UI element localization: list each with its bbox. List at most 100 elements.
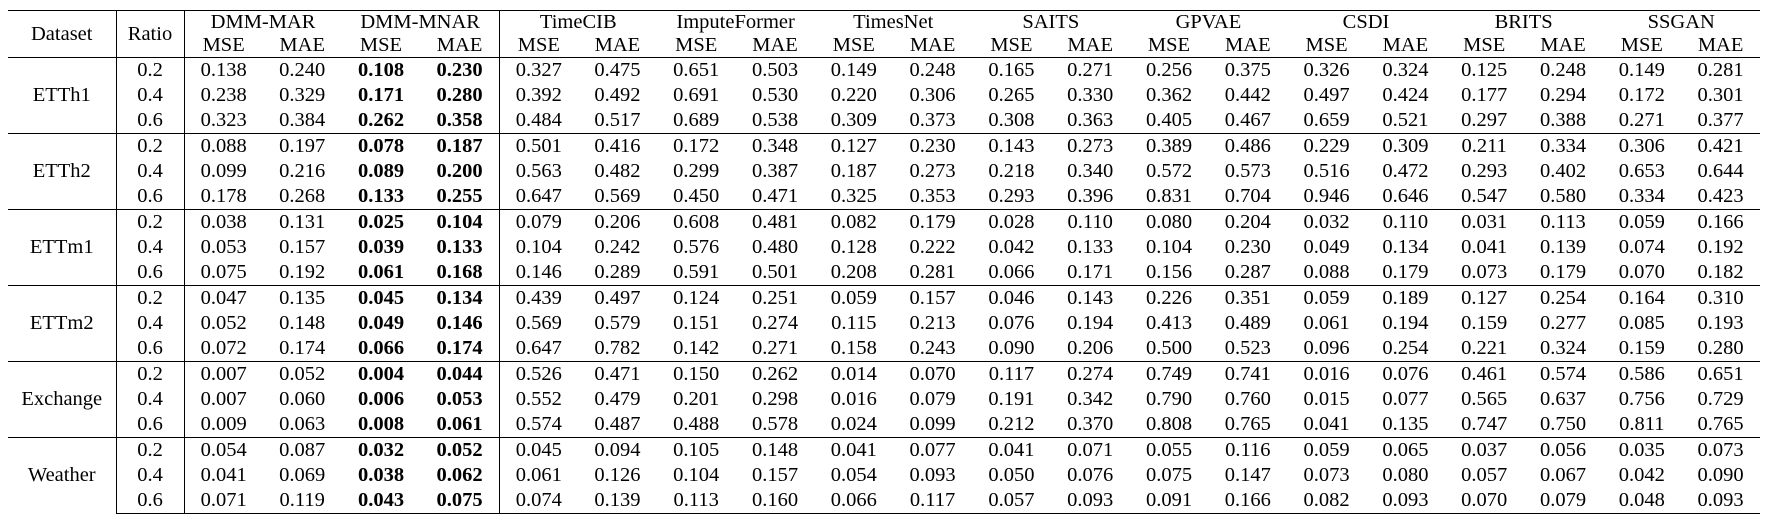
value-cell: 0.238 — [200, 84, 247, 106]
value-cell: 0.324 — [1366, 57, 1445, 83]
value-cell: 0.297 — [1444, 108, 1524, 134]
value-cell: 0.271 — [1602, 108, 1682, 134]
value-cell: 0.467 — [1208, 108, 1288, 134]
value-cell: 0.148 — [735, 437, 815, 463]
value-cell: 0.471 — [735, 184, 815, 210]
value-cell: 0.704 — [1208, 184, 1288, 210]
value-cell: 0.298 — [751, 388, 799, 410]
value-cell: 0.306 — [1602, 133, 1682, 159]
value-cell: 0.031 — [1444, 209, 1524, 235]
metric-header-mae: MAE — [893, 33, 973, 58]
value-cell: 0.099 — [893, 412, 973, 438]
value-cell: 0.056 — [1523, 437, 1603, 463]
value-cell: 0.041 — [1461, 236, 1508, 258]
value-cell: 0.063 — [262, 412, 342, 438]
value-cell: 0.007 — [200, 388, 247, 410]
value-cell: 0.274 — [1050, 361, 1130, 387]
value-cell: 0.750 — [1523, 412, 1603, 438]
value-cell: 0.150 — [656, 361, 736, 387]
value-cell: 0.389 — [1129, 133, 1209, 159]
metric-header-mae: MAE — [1681, 33, 1761, 58]
value-cell: 0.526 — [499, 361, 579, 387]
metric-header-mae: MAE — [1523, 33, 1603, 58]
value-cell: 0.765 — [1681, 412, 1761, 438]
value-cell: 0.500 — [1129, 336, 1209, 362]
value-cell: 0.082 — [814, 209, 894, 235]
dataset-block-ettm2: ETTm2 0.2 0.047 0.135 0.045 0.134 0.439 0.497 0.… — [8, 285, 1761, 362]
value-cell: 0.229 — [1287, 133, 1367, 159]
value-cell: 0.306 — [909, 84, 956, 106]
value-cell: 0.047 — [184, 285, 263, 311]
value-cell: 0.069 — [279, 464, 326, 486]
value-cell: 0.148 — [279, 312, 326, 334]
value-cell: 0.016 — [830, 388, 877, 410]
method-header-timecib: TimeCIB — [499, 10, 657, 33]
value-cell: 0.552 — [515, 388, 562, 410]
value-cell: 0.213 — [909, 312, 956, 334]
value-cell: 0.079 — [1523, 488, 1603, 514]
value-cell: 0.127 — [814, 133, 894, 159]
value-cell: 0.363 — [1050, 108, 1130, 134]
value-cell: 0.530 — [751, 84, 799, 106]
value-cell: 0.035 — [1602, 437, 1682, 463]
value-cell: 0.563 — [515, 160, 562, 182]
value-cell: 0.052 — [200, 312, 247, 334]
ratio-cell: 0.2 — [116, 209, 185, 235]
value-cell: 0.659 — [1287, 108, 1367, 134]
value-cell: 0.067 — [1539, 464, 1587, 486]
value-cell: 0.197 — [262, 133, 342, 159]
value-cell: 0.334 — [1602, 184, 1682, 210]
ratio-cell: 0.6 — [116, 412, 185, 438]
value-cell: 0.149 — [814, 57, 894, 83]
value-cell: 0.405 — [1129, 108, 1209, 134]
value-cell: 0.073 — [1444, 260, 1524, 286]
value-cell: 0.006 — [357, 388, 405, 410]
value-cell: 0.222 — [909, 236, 956, 258]
table-row: 0.4 0.053 0.157 0.039 0.133 0.104 0.242 0.576 0.… — [8, 235, 1760, 260]
value-cell: 0.189 — [1366, 285, 1445, 311]
table-row: 0.6 0.071 0.119 0.043 0.075 0.074 0.139 0.113 0.… — [8, 488, 1761, 514]
method-header-ssgan: SSGAN — [1602, 10, 1761, 33]
value-cell: 0.179 — [1366, 260, 1445, 286]
dataset-label: ETTm2 — [8, 285, 117, 362]
value-cell: 0.070 — [1602, 260, 1682, 286]
value-cell: 0.166 — [1681, 209, 1761, 235]
value-cell: 0.028 — [972, 209, 1051, 235]
dataset-block-etth1: ETTh1 0.2 0.138 0.240 0.108 0.230 0.327 0.475 0.… — [8, 57, 1761, 134]
value-cell: 0.172 — [656, 133, 736, 159]
value-cell: 0.644 — [1697, 160, 1744, 182]
method-header-brits: BRITS — [1444, 10, 1603, 33]
value-cell: 0.475 — [578, 57, 657, 83]
value-cell: 0.077 — [893, 437, 973, 463]
value-cell: 0.637 — [1539, 388, 1587, 410]
value-cell: 0.147 — [1224, 464, 1271, 486]
dataset-label: ETTm1 — [8, 209, 117, 286]
value-cell: 0.580 — [1523, 184, 1603, 210]
value-cell: 0.591 — [656, 260, 736, 286]
value-cell: 0.133 — [341, 184, 421, 210]
value-cell: 0.131 — [262, 209, 342, 235]
value-cell: 0.573 — [1224, 160, 1271, 182]
value-cell: 0.569 — [515, 312, 562, 334]
value-cell: 0.424 — [1382, 84, 1429, 106]
value-cell: 0.126 — [594, 464, 641, 486]
value-cell: 0.044 — [420, 361, 500, 387]
value-cell: 0.072 — [184, 336, 263, 362]
value-cell: 0.133 — [420, 235, 500, 260]
value-cell: 0.574 — [499, 412, 579, 438]
metric-header-mse: MSE — [814, 33, 894, 58]
value-cell: 0.254 — [1523, 285, 1603, 311]
value-cell: 0.423 — [1681, 184, 1761, 210]
value-cell: 0.124 — [656, 285, 736, 311]
value-cell: 0.262 — [735, 361, 815, 387]
value-cell: 0.310 — [1681, 285, 1761, 311]
value-cell: 0.479 — [594, 388, 641, 410]
metric-header-mse: MSE — [1129, 33, 1209, 58]
value-cell: 0.384 — [262, 108, 342, 134]
value-cell: 0.472 — [1382, 160, 1429, 182]
value-cell: 0.117 — [972, 361, 1051, 387]
value-cell: 0.212 — [972, 412, 1051, 438]
value-cell: 0.177 — [1461, 84, 1508, 106]
value-cell: 0.074 — [1618, 236, 1665, 258]
dataset-label: Weather — [8, 437, 117, 514]
